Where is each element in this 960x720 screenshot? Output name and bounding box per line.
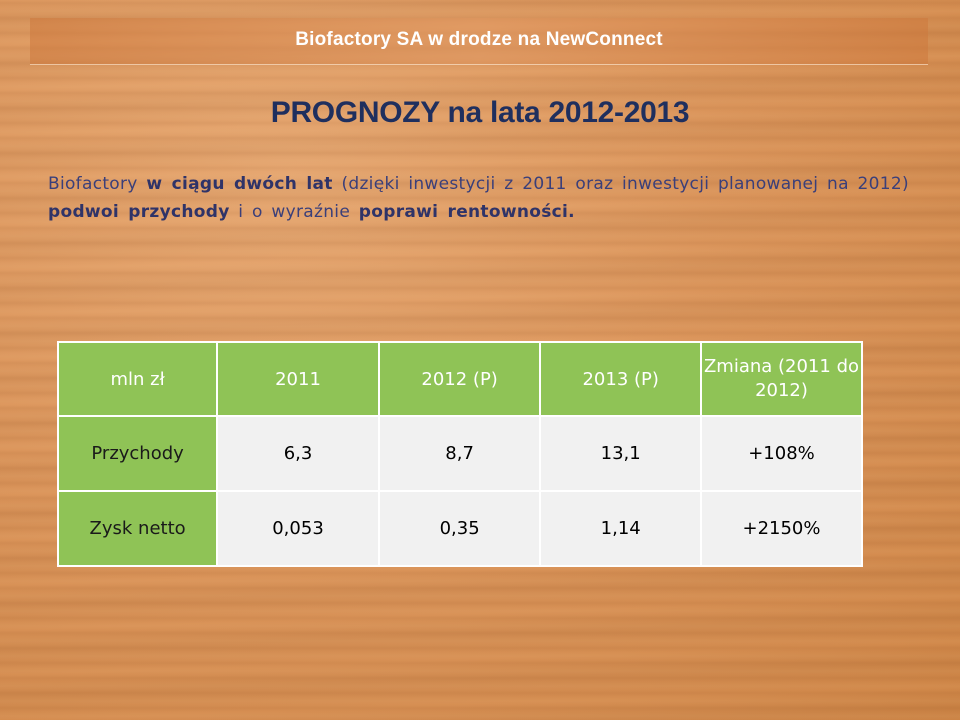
lead-segment: i o wyraźnie: [229, 202, 359, 222]
lead-segment-bold: podwoi przychody: [48, 202, 230, 222]
header-title: Biofactory SA w drodze na NewConnect: [295, 29, 663, 50]
table-cell: +108%: [699, 415, 864, 492]
header-cell-2013: 2013 (P): [539, 341, 702, 417]
row-label: Przychody: [56, 415, 219, 492]
table-cell: 8,7: [377, 415, 542, 492]
page-title: PROGNOZY na lata 2012-2013: [270, 96, 690, 129]
row-label: Zysk netto: [56, 490, 219, 567]
header-cell-2011: 2011: [216, 341, 380, 417]
forecast-table: mln zł 2011 2012 (P) 2013 (P) Zmiana (20…: [56, 341, 864, 567]
table-row: Przychody 6,3 8,7 13,1 +108%: [56, 415, 864, 492]
table-cell: +2150%: [699, 490, 864, 567]
table-cell: 6,3: [216, 415, 380, 492]
table-row: Zysk netto 0,053 0,35 1,14 +2150%: [56, 490, 864, 567]
lead-paragraph: Biofactory w ciągu dwóch lat (dzięki inw…: [48, 170, 928, 226]
table-header-row: mln zł 2011 2012 (P) 2013 (P) Zmiana (20…: [56, 341, 864, 417]
lead-segment: (dzięki inwestycji z 2011 oraz inwestycj…: [332, 174, 909, 194]
header-cell-change: Zmiana (2011 do 2012): [699, 341, 864, 417]
lead-segment: Biofactory: [48, 174, 147, 194]
header-cell-2012: 2012 (P): [377, 341, 542, 417]
table-cell: 0,35: [377, 490, 542, 567]
table-cell: 13,1: [539, 415, 702, 492]
table-cell: 1,14: [539, 490, 702, 567]
header-cell-unit: mln zł: [56, 341, 219, 417]
lead-segment-bold: poprawi rentowności.: [358, 202, 575, 222]
header-bar: Biofactory SA w drodze na NewConnect: [30, 18, 928, 65]
lead-segment-bold: w ciągu dwóch lat: [146, 174, 333, 194]
table-cell: 0,053: [216, 490, 380, 567]
